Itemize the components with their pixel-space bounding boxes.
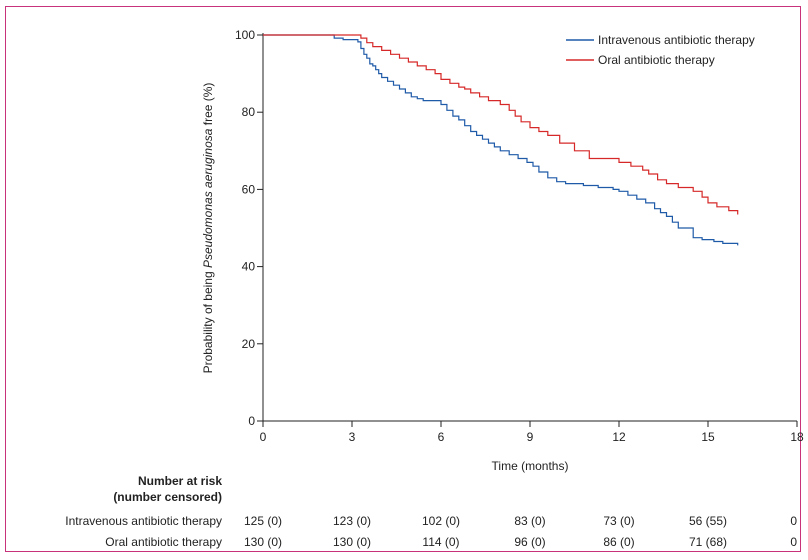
oral-curve (263, 34, 739, 215)
risk-cell: 0 (790, 514, 797, 528)
x-tick-label: 6 (438, 430, 445, 444)
y-axis-label-part-1: Probability of being (201, 268, 215, 373)
y-tick-label: 20 (242, 337, 256, 351)
risk-cell: 86 (0) (603, 535, 634, 549)
intravenous-curve (263, 34, 739, 246)
y-tick-label: 60 (242, 182, 256, 196)
x-tick-label: 12 (612, 430, 626, 444)
risk-cell: 130 (0) (244, 535, 282, 549)
risk-cell: 102 (0) (422, 514, 460, 528)
survival-curves (263, 34, 739, 246)
y-axis-label-part-3: free (%) (201, 83, 215, 129)
figure-frame (5, 6, 801, 552)
risk-cell: 83 (0) (514, 514, 545, 528)
risk-row-label: Intravenous antibiotic therapy (65, 514, 222, 528)
x-tick-label: 15 (701, 430, 715, 444)
legend: Intravenous antibiotic therapy Oral antib… (566, 33, 755, 67)
axes: 0 20 40 60 80 100 0 3 6 9 12 15 18 (235, 28, 804, 444)
y-axis-label: Probability of being Pseudomonas aerugin… (201, 83, 215, 374)
risk-cell: 123 (0) (333, 514, 371, 528)
x-tick-label: 3 (349, 430, 356, 444)
risk-cell: 96 (0) (514, 535, 545, 549)
y-tick-label: 100 (235, 28, 255, 42)
x-tick-label: 9 (527, 430, 534, 444)
risk-cell: 71 (68) (689, 535, 727, 549)
risk-cell: 125 (0) (244, 514, 282, 528)
risk-table-subtitle: (number censored) (113, 490, 222, 504)
risk-cell: 114 (0) (422, 535, 459, 549)
x-axis-label: Time (months) (492, 459, 569, 473)
risk-table-title: Number at risk (138, 474, 222, 488)
y-tick-label: 40 (242, 260, 256, 274)
risk-cell: 56 (55) (689, 514, 727, 528)
legend-label-oral: Oral antibiotic therapy (598, 53, 715, 67)
risk-cell: 0 (790, 535, 797, 549)
x-tick-label: 0 (260, 430, 267, 444)
risk-cell: 73 (0) (603, 514, 634, 528)
number-at-risk-table: Number at risk (number censored) Intrave… (65, 474, 797, 549)
y-tick-label: 0 (248, 414, 255, 428)
risk-row-label: Oral antibiotic therapy (105, 535, 222, 549)
y-axis-label-species: Pseudomonas aeruginosa (201, 128, 215, 268)
y-tick-label: 80 (242, 105, 256, 119)
x-tick-label: 18 (790, 430, 804, 444)
legend-label-intravenous: Intravenous antibiotic therapy (598, 33, 755, 47)
risk-cell: 130 (0) (333, 535, 371, 549)
